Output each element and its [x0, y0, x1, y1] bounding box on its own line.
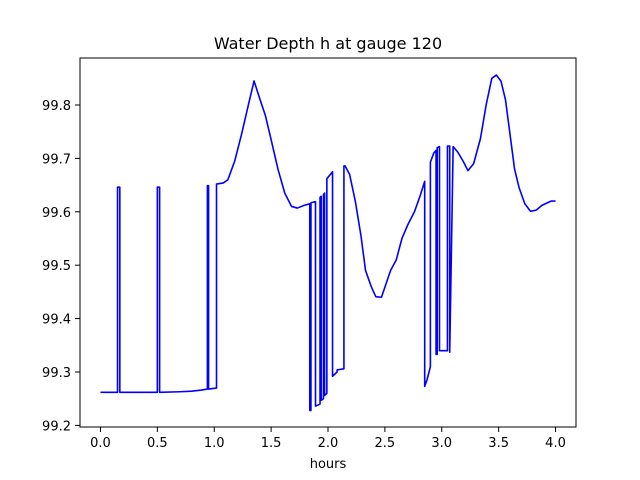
x-tick-label: 1.5: [261, 436, 282, 451]
x-tick-label: 1.0: [204, 436, 225, 451]
y-tick-label: 99.7: [42, 152, 71, 167]
y-tick-label: 99.4: [42, 313, 71, 328]
series-line-0: [100, 74, 556, 412]
x-tick-label: 2.5: [375, 436, 396, 451]
plot-area: 0.0 0.5 1.0 1.5 2.0 2.5 3.0 3.5 4.0 99.2 99.3 99.4…: [42, 57, 577, 451]
x-tick-label: 4.0: [545, 436, 566, 451]
x-tick-label: 0.5: [147, 436, 168, 451]
chart-title: Water Depth h at gauge 120: [214, 34, 442, 53]
y-tick-label: 99.3: [42, 366, 71, 381]
y-tick-label: 99.2: [42, 419, 71, 434]
y-tick-label: 99.5: [42, 259, 71, 274]
x-tick-label: 0.0: [90, 436, 111, 451]
x-tick-label: 3.0: [431, 436, 452, 451]
x-axis-ticks: 0.0 0.5 1.0 1.5 2.0 2.5 3.0 3.5 4.0: [90, 427, 566, 451]
x-tick-label: 2.0: [318, 436, 339, 451]
x-axis-label: hours: [310, 457, 347, 472]
y-axis-ticks: 99.2 99.3 99.4 99.5 99.6 99.7 99.8: [42, 99, 80, 434]
axes-frame: [79, 57, 577, 428]
series-layer: [100, 74, 556, 412]
y-tick-label: 99.6: [42, 206, 71, 221]
x-tick-label: 3.5: [488, 436, 509, 451]
y-tick-label: 99.8: [42, 99, 71, 114]
